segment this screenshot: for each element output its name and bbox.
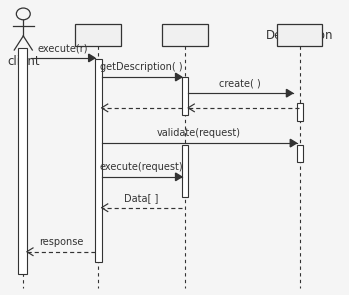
Text: validate(request): validate(request) bbox=[157, 128, 241, 138]
Text: response: response bbox=[39, 237, 83, 247]
Polygon shape bbox=[287, 89, 293, 97]
Bar bbox=[162, 24, 208, 46]
Text: client: client bbox=[7, 55, 39, 68]
Polygon shape bbox=[176, 73, 182, 81]
Bar bbox=[297, 145, 303, 162]
Text: execute(r): execute(r) bbox=[37, 43, 88, 53]
Text: Data[ ]: Data[ ] bbox=[125, 193, 159, 203]
Bar bbox=[18, 48, 27, 274]
Bar bbox=[277, 24, 322, 46]
Polygon shape bbox=[290, 139, 297, 147]
Polygon shape bbox=[89, 54, 95, 62]
Bar bbox=[182, 77, 188, 115]
Text: create( ): create( ) bbox=[220, 78, 261, 88]
Bar bbox=[75, 24, 121, 46]
Text: execute(request): execute(request) bbox=[100, 162, 184, 172]
Polygon shape bbox=[176, 173, 182, 181]
Bar bbox=[95, 59, 102, 262]
Text: getDescription( ): getDescription( ) bbox=[101, 62, 183, 72]
Text: Description: Description bbox=[266, 29, 333, 42]
Bar bbox=[297, 104, 303, 121]
Text: Process: Process bbox=[163, 29, 207, 42]
Text: Server: Server bbox=[79, 29, 118, 42]
Bar bbox=[182, 145, 188, 197]
